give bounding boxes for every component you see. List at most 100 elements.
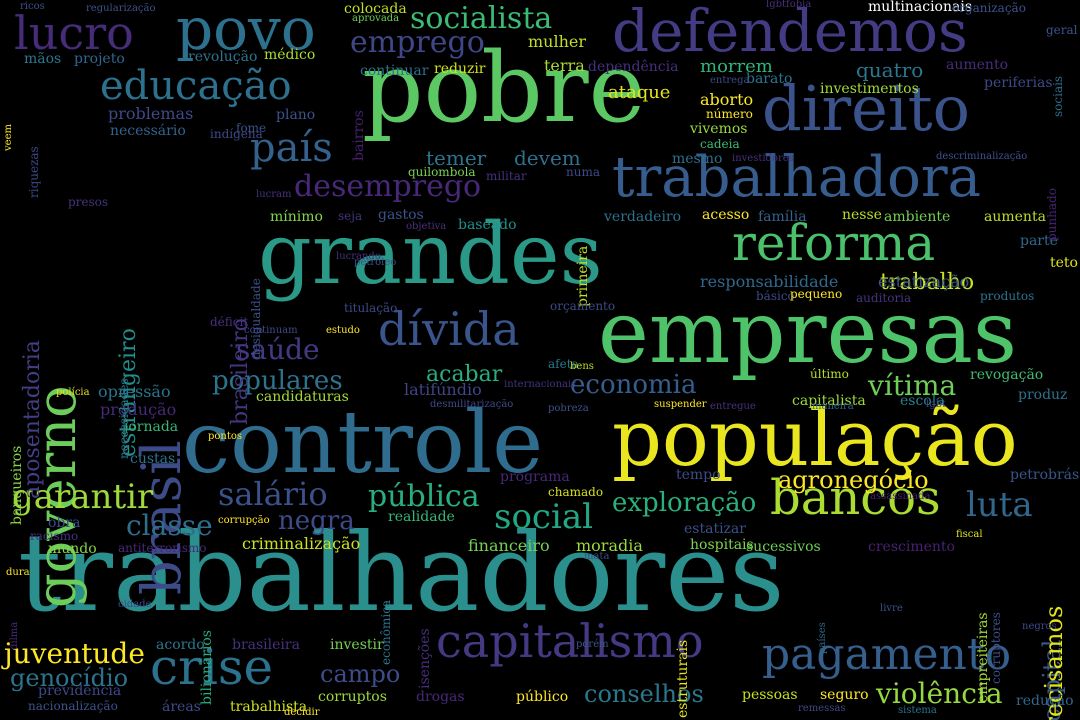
word: agronegócio — [778, 466, 929, 494]
word: redução — [1016, 693, 1074, 709]
word: violência — [876, 677, 1003, 710]
word: ataque — [608, 82, 671, 103]
word: trabalhadora — [612, 145, 981, 210]
word: revolução — [188, 49, 258, 65]
word: entregue — [710, 401, 756, 412]
word: grandes — [258, 205, 603, 303]
word: conselhos — [584, 680, 704, 708]
word: cadeia — [700, 137, 740, 151]
word: continuam — [244, 325, 298, 336]
word: educação — [100, 63, 292, 109]
word: militar — [486, 169, 527, 183]
word: financeiro — [468, 536, 550, 555]
word: assassinada — [870, 491, 931, 502]
word: internacionais — [504, 379, 577, 390]
word: reforma — [732, 214, 936, 272]
word: realidade — [388, 509, 455, 525]
word: médico — [264, 47, 316, 63]
word: genocídio — [10, 664, 129, 692]
word: número — [706, 107, 753, 121]
word: classe — [126, 509, 213, 542]
word: social — [494, 497, 593, 537]
word: mata — [584, 551, 610, 562]
word: moradia — [576, 536, 643, 555]
word: petrobrás — [1010, 467, 1080, 483]
word: tempo — [676, 467, 721, 483]
word: reduzir — [434, 61, 486, 77]
word: primeira — [575, 245, 591, 307]
word: nesse — [842, 207, 882, 223]
word: custas — [130, 451, 176, 467]
word: brasileira — [232, 637, 300, 653]
word: dura — [6, 567, 30, 578]
word: obra — [48, 515, 81, 531]
word: pobre — [362, 32, 646, 144]
word: teto — [1050, 255, 1078, 271]
word: fome — [236, 121, 267, 135]
word: controle — [182, 393, 544, 493]
word: auditoria — [856, 291, 912, 305]
word: chamado — [548, 485, 604, 499]
word: dilma — [9, 621, 20, 650]
word: latifúndio — [404, 380, 482, 399]
word: lucrando — [336, 251, 381, 262]
word: último — [810, 367, 849, 381]
word: multinacionais — [868, 0, 973, 15]
word: revogação — [970, 367, 1044, 383]
word: aposentadoria — [20, 340, 45, 499]
word: geral — [1046, 23, 1078, 37]
word: opressão — [98, 382, 171, 401]
word: bilionários — [199, 630, 215, 705]
word: investir — [330, 637, 384, 653]
word: aumenta — [984, 209, 1046, 225]
word: parte — [1020, 233, 1058, 249]
word: aumento — [946, 57, 1008, 73]
word: estatização — [878, 272, 970, 291]
word: quatro — [856, 58, 924, 82]
word: descriminalização — [936, 151, 1028, 162]
word: campo — [320, 660, 401, 688]
word: necessidades — [117, 378, 131, 459]
word: mulher — [528, 32, 587, 51]
word: desmilitarização — [430, 399, 514, 410]
word: aborto — [700, 90, 754, 109]
word: garantir — [12, 477, 154, 517]
word: corruptos — [318, 689, 387, 705]
word: mãos — [24, 51, 62, 67]
word: responsabilidade — [700, 272, 839, 291]
word: acordo — [156, 637, 205, 653]
word: lucram — [256, 189, 292, 200]
word: candidaturas — [256, 389, 349, 405]
word: porém — [576, 639, 609, 650]
word: lgbtfobia — [766, 0, 812, 10]
word: polícia — [56, 387, 90, 398]
word: crescimento — [868, 539, 955, 555]
word: lgbt — [926, 399, 947, 410]
word: pequeno — [790, 287, 843, 301]
word: básico — [756, 289, 795, 303]
word: banqueiros — [9, 445, 25, 525]
word: luta — [966, 485, 1033, 525]
word: pública — [368, 479, 480, 514]
word: maneira — [812, 401, 854, 412]
word: pontos — [208, 431, 243, 442]
word: empreiteiras — [975, 612, 991, 703]
word: negros — [1022, 621, 1057, 632]
word: estudo — [326, 325, 360, 336]
word: ambiente — [884, 209, 951, 225]
word: isenções — [417, 628, 433, 689]
word: colocada — [344, 1, 407, 17]
word: capitalismo — [436, 614, 704, 668]
word: entrega — [710, 75, 750, 86]
word: punhado — [1045, 188, 1059, 241]
word: racismo — [30, 529, 79, 543]
word: crise — [150, 638, 274, 696]
word: pobreza — [548, 403, 589, 414]
word: objetiva — [406, 221, 447, 232]
word: jornada — [124, 419, 179, 435]
word: morrem — [700, 56, 773, 77]
word: orçamento — [550, 299, 616, 313]
word: emprego — [350, 25, 485, 60]
word: bens — [570, 361, 594, 372]
